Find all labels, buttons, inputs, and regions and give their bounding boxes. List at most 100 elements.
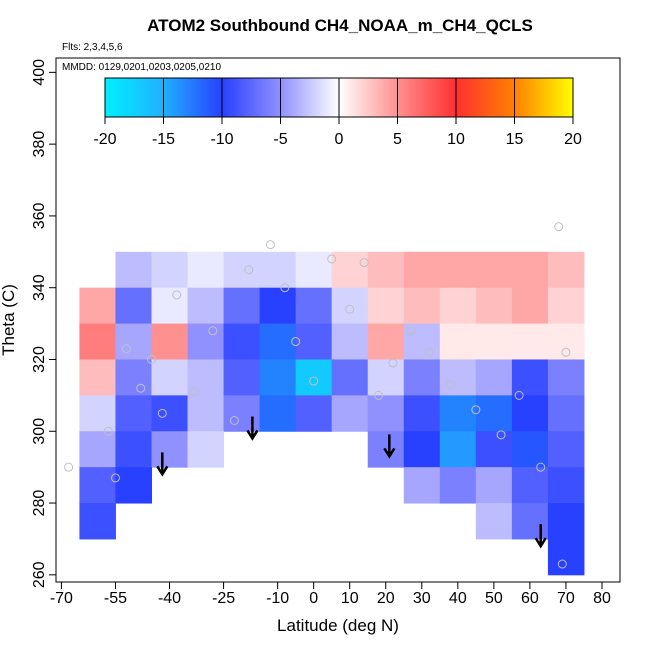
cell <box>475 467 513 504</box>
cell <box>475 395 513 432</box>
arrow <box>246 416 259 441</box>
cell <box>511 395 549 432</box>
cell <box>475 251 513 289</box>
cell <box>331 395 369 432</box>
cell <box>403 287 441 325</box>
x-tick-label: 0 <box>309 590 318 607</box>
observation <box>244 265 254 275</box>
observation <box>424 347 434 357</box>
x-axis-label: Latitude (deg N) <box>277 616 399 635</box>
cell <box>475 323 513 360</box>
observation <box>110 473 120 483</box>
y-tick-label: 380 <box>31 131 48 158</box>
cell <box>511 431 549 468</box>
cell <box>79 431 116 468</box>
cell <box>331 359 369 396</box>
cell <box>331 251 369 289</box>
observation <box>280 283 290 293</box>
cell <box>475 503 513 540</box>
observation <box>265 240 275 250</box>
observation <box>147 354 157 364</box>
observation <box>172 290 182 300</box>
cell <box>115 395 153 432</box>
observation <box>374 390 384 400</box>
colorbar-tick-label: 10 <box>447 131 465 148</box>
cell <box>547 251 585 289</box>
cell <box>223 359 261 396</box>
cell <box>115 431 153 468</box>
cell <box>187 431 225 468</box>
overlay: -70 -55 -40 -25 -10 0 10 20 30 40 50 60 70 8026028030… <box>31 57 621 607</box>
colorbar-tick-label: -10 <box>210 131 233 148</box>
x-tick-label: 40 <box>449 590 467 607</box>
cell <box>187 251 225 289</box>
observation <box>496 430 506 440</box>
cell <box>547 359 585 396</box>
observation <box>121 344 131 354</box>
x-tick-label: -25 <box>212 590 235 607</box>
cell <box>187 359 225 396</box>
y-tick-label: 280 <box>31 490 48 517</box>
cell <box>511 359 549 396</box>
cell <box>439 467 477 504</box>
cell <box>403 251 441 289</box>
cell <box>187 395 225 432</box>
cell <box>547 323 585 360</box>
observation <box>190 387 200 397</box>
cell <box>367 395 405 432</box>
observation <box>406 326 416 336</box>
observation <box>359 258 369 268</box>
colorbar-tick-label: 0 <box>335 131 344 148</box>
x-tick-label: 20 <box>377 590 395 607</box>
cell <box>79 395 116 432</box>
observation <box>446 380 456 390</box>
observation <box>514 390 524 400</box>
colorbar-tick-label: 15 <box>506 131 524 148</box>
x-tick-label: -40 <box>158 590 181 607</box>
arrow <box>534 524 547 549</box>
y-tick-label: 300 <box>31 418 48 445</box>
colorbar-tick-label: 20 <box>564 131 582 148</box>
cell <box>259 359 297 396</box>
observation <box>103 426 113 436</box>
cell <box>511 287 549 325</box>
cell <box>79 323 116 360</box>
cell <box>79 467 116 504</box>
observation <box>557 559 567 569</box>
cell <box>439 431 477 468</box>
cell <box>511 251 549 289</box>
cell <box>223 395 261 432</box>
annotation: MMDD: 0129,0201,0203,0205,0210 <box>62 62 221 73</box>
colorbar-tick-label: 5 <box>393 131 402 148</box>
cell <box>115 251 153 289</box>
cell <box>331 287 369 325</box>
observation <box>229 415 239 425</box>
colorbar-tick-label: -5 <box>273 131 287 148</box>
cell <box>367 251 405 289</box>
cell <box>295 359 333 396</box>
cell <box>547 287 585 325</box>
cell <box>547 467 585 504</box>
cell <box>547 503 585 540</box>
x-tick-label: 10 <box>341 590 359 607</box>
y-tick-label: 400 <box>31 59 48 86</box>
cell <box>367 287 405 325</box>
cell <box>295 251 333 289</box>
heatmap <box>79 251 585 576</box>
cell <box>223 287 261 325</box>
x-tick-label: 30 <box>413 590 431 607</box>
y-tick-label: 340 <box>31 274 48 301</box>
cell <box>439 323 477 360</box>
colorbar-tick-label: -15 <box>152 131 175 148</box>
cell <box>403 395 441 432</box>
y-axis-label: Theta (C) <box>0 284 18 356</box>
cell <box>295 395 333 432</box>
cell <box>151 359 189 396</box>
x-tick-label: -70 <box>50 590 73 607</box>
observation <box>561 347 571 357</box>
plot-frame <box>55 57 621 583</box>
cell <box>223 323 261 360</box>
subtitle: Flts: 2,3,4,5,6 <box>62 42 123 53</box>
cell <box>403 431 441 468</box>
